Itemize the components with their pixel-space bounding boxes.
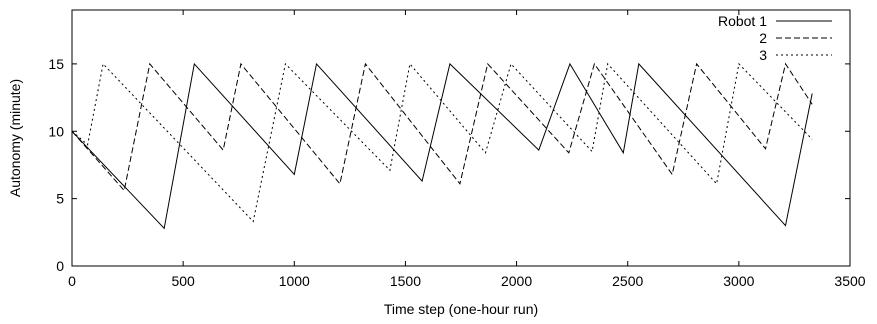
- y-tick-label: 15: [48, 56, 64, 72]
- legend-label-2: 2: [759, 30, 767, 46]
- series-lines: [71, 62, 813, 230]
- y-tick-label: 0: [56, 258, 64, 274]
- y-axis-label: Autonomy (minute): [7, 79, 23, 197]
- series-line-1: [71, 62, 813, 230]
- legend-label-1: Robot 1: [718, 13, 767, 29]
- legend: Robot 123: [718, 13, 832, 63]
- x-axis-label: Time step (one-hour run): [384, 301, 538, 317]
- x-tick-label: 0: [68, 273, 76, 289]
- series-line-3: [71, 62, 813, 223]
- x-tick-label: 1000: [279, 273, 310, 289]
- x-tick-label: 3500: [834, 273, 865, 289]
- legend-label-3: 3: [759, 47, 767, 63]
- y-tick-label: 5: [56, 191, 64, 207]
- x-tick-label: 2000: [501, 273, 532, 289]
- plot-frame: [71, 9, 851, 267]
- y-tick-label: 10: [48, 123, 64, 139]
- x-tick-label: 1500: [390, 273, 421, 289]
- x-tick-label: 3000: [723, 273, 754, 289]
- x-tick-label: 2500: [612, 273, 643, 289]
- axis-ticks: 0 500 1000 1500 2000 2500 3000 3500 0 5 10 15: [48, 10, 866, 289]
- series-line-2: [71, 62, 813, 192]
- x-tick-label: 500: [171, 273, 195, 289]
